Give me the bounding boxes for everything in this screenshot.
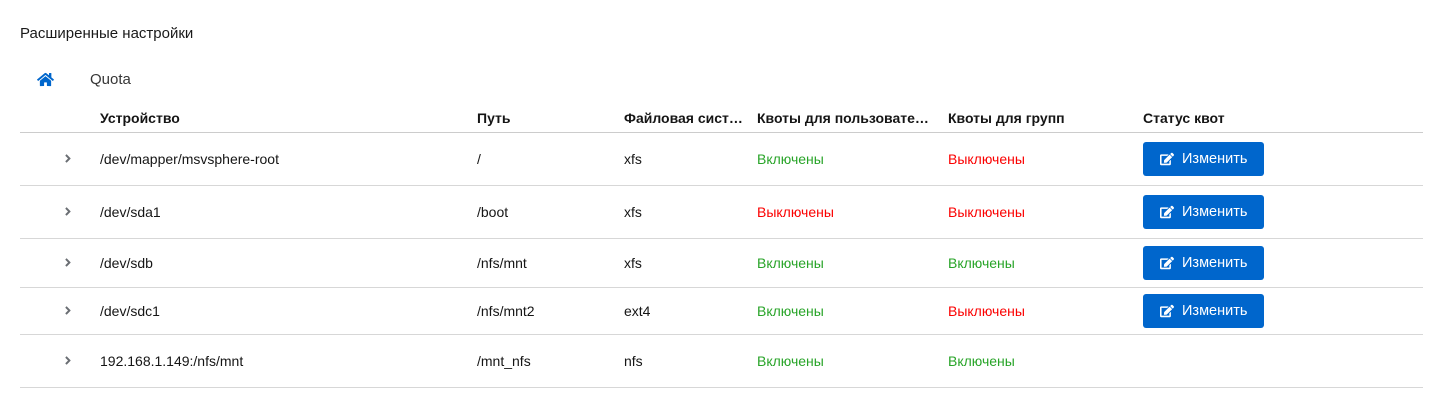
table-row: /dev/sda1 /boot xfs Выключены Выключены … bbox=[20, 186, 1423, 239]
table-header-row: Устройство Путь Файловая сист… Квоты для… bbox=[20, 103, 1423, 133]
device-cell: /dev/sdb bbox=[100, 255, 153, 271]
edit-icon bbox=[1160, 304, 1174, 318]
filesystem-cell: ext4 bbox=[624, 303, 651, 319]
filesystem-cell: xfs bbox=[624, 151, 642, 167]
device-cell: /dev/sda1 bbox=[100, 204, 161, 220]
path-cell: /nfs/mnt2 bbox=[477, 303, 535, 319]
edit-quota-button[interactable]: Изменить bbox=[1143, 142, 1265, 176]
edit-button-label: Изменить bbox=[1182, 255, 1248, 271]
group-quota-status: Выключены bbox=[948, 204, 1025, 220]
filesystem-cell: xfs bbox=[624, 204, 642, 220]
table-row: /dev/sdb /nfs/mnt xfs Включены Включены … bbox=[20, 239, 1423, 288]
device-cell: 192.168.1.149:/nfs/mnt bbox=[100, 353, 244, 369]
user-quota-status: Включены bbox=[757, 303, 824, 319]
header-group-quotas: Квоты для групп bbox=[948, 109, 1065, 126]
quota-table: Устройство Путь Файловая сист… Квоты для… bbox=[20, 103, 1423, 388]
chevron-right-icon bbox=[64, 354, 72, 367]
edit-icon bbox=[1160, 152, 1174, 166]
chevron-right-icon bbox=[64, 205, 72, 218]
expand-row-button[interactable] bbox=[62, 150, 74, 167]
device-cell: /dev/mapper/msvsphere-root bbox=[100, 151, 279, 167]
expand-row-button[interactable] bbox=[62, 203, 74, 220]
edit-quota-button[interactable]: Изменить bbox=[1143, 294, 1265, 328]
header-device: Устройство bbox=[100, 109, 180, 126]
path-cell: / bbox=[477, 151, 481, 167]
expand-row-button[interactable] bbox=[62, 254, 74, 271]
home-icon bbox=[37, 72, 54, 87]
edit-icon bbox=[1160, 205, 1174, 219]
page-container: Расширенные настройки Quota Устройство П… bbox=[0, 25, 1423, 388]
page-title: Расширенные настройки bbox=[20, 25, 194, 42]
edit-button-label: Изменить bbox=[1182, 303, 1248, 319]
group-quota-status: Включены bbox=[948, 353, 1015, 369]
chevron-right-icon bbox=[64, 256, 72, 269]
table-row: /dev/sdc1 /nfs/mnt2 ext4 Включены Выключ… bbox=[20, 288, 1423, 335]
edit-icon bbox=[1160, 256, 1174, 270]
breadcrumb: Quota bbox=[37, 70, 1423, 88]
header-user-quotas: Квоты для пользовате… bbox=[757, 109, 929, 126]
user-quota-status: Включены bbox=[757, 353, 824, 369]
table-row: /dev/mapper/msvsphere-root / xfs Включен… bbox=[20, 133, 1423, 186]
user-quota-status: Включены bbox=[757, 151, 824, 167]
edit-quota-button[interactable]: Изменить bbox=[1143, 195, 1265, 229]
expand-row-button[interactable] bbox=[62, 352, 74, 369]
header-path: Путь bbox=[477, 109, 511, 126]
group-quota-status: Выключены bbox=[948, 151, 1025, 167]
filesystem-cell: xfs bbox=[624, 255, 642, 271]
edit-quota-button[interactable]: Изменить bbox=[1143, 246, 1265, 280]
path-cell: /nfs/mnt bbox=[477, 255, 527, 271]
expand-row-button[interactable] bbox=[62, 302, 74, 319]
breadcrumb-home-link[interactable] bbox=[37, 72, 54, 87]
edit-button-label: Изменить bbox=[1182, 151, 1248, 167]
chevron-right-icon bbox=[64, 304, 72, 317]
group-quota-status: Выключены bbox=[948, 303, 1025, 319]
filesystem-cell: nfs bbox=[624, 353, 643, 369]
header-quota-status: Статус квот bbox=[1143, 109, 1225, 126]
user-quota-status: Включены bbox=[757, 255, 824, 271]
chevron-right-icon bbox=[64, 152, 72, 165]
group-quota-status: Включены bbox=[948, 255, 1015, 271]
table-row: 192.168.1.149:/nfs/mnt /mnt_nfs nfs Вклю… bbox=[20, 335, 1423, 388]
path-cell: /boot bbox=[477, 204, 509, 220]
user-quota-status: Выключены bbox=[757, 204, 834, 220]
header-filesystem: Файловая сист… bbox=[624, 109, 743, 126]
breadcrumb-current: Quota bbox=[90, 70, 131, 88]
path-cell: /mnt_nfs bbox=[477, 353, 531, 369]
edit-button-label: Изменить bbox=[1182, 204, 1248, 220]
device-cell: /dev/sdc1 bbox=[100, 303, 160, 319]
